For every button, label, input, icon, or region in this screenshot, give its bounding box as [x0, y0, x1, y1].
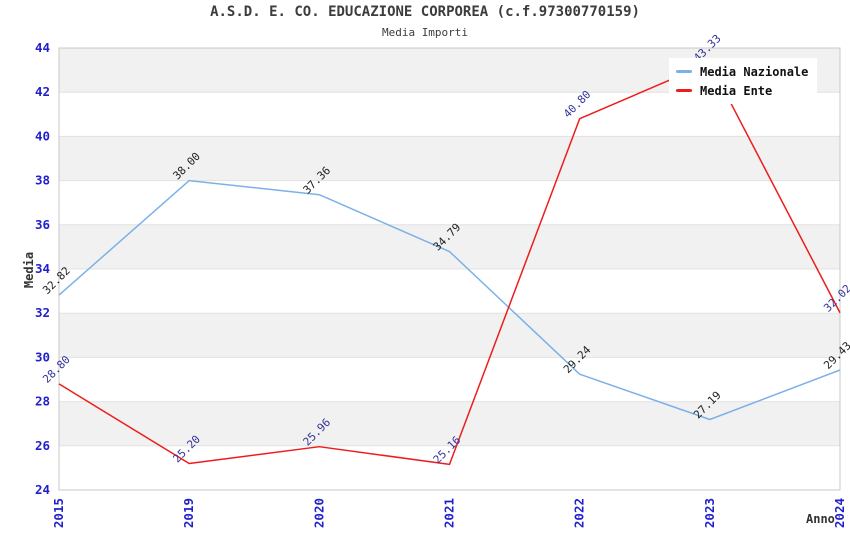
y-tick-label: 42	[35, 84, 50, 99]
plot-band	[59, 401, 840, 446]
legend-line-swatch-icon	[676, 70, 692, 73]
y-tick-label: 24	[35, 482, 50, 497]
legend-label: Media Ente	[700, 83, 773, 98]
plot-border	[58, 47, 841, 491]
plot-band	[59, 136, 840, 181]
y-tick-label: 32	[35, 305, 50, 320]
x-tick-label: 2024	[832, 498, 847, 528]
plot-band	[59, 313, 840, 358]
x-tick-label: 2020	[311, 498, 326, 528]
chart-title: A.S.D. E. CO. EDUCAZIONE CORPOREA (c.f.9…	[210, 4, 640, 20]
x-tick-label: 2023	[702, 498, 717, 528]
x-tick-label: 2019	[181, 498, 196, 528]
x-tick-label: 2015	[51, 498, 66, 528]
x-tick-label: 2021	[442, 498, 457, 528]
y-tick-label: 30	[35, 349, 50, 364]
legend-label: Media Nazionale	[700, 64, 809, 79]
plot-band	[59, 224, 840, 269]
series-line-0	[58, 179, 841, 421]
legend-item-media-nazionale[interactable]: Media Nazionale	[676, 64, 808, 79]
x-tick-label: 2022	[572, 498, 587, 528]
legend-item-media-ente[interactable]: Media Ente	[676, 83, 808, 98]
y-tick-label: 40	[35, 128, 50, 143]
chart-subtitle: Media Importi	[381, 26, 469, 39]
x-axis-title: Anno	[806, 512, 835, 526]
legend: Media Nazionale Media Ente	[669, 58, 818, 104]
point-label: 32.02	[821, 282, 850, 315]
y-tick-label: 28	[35, 394, 50, 409]
y-tick-label: 34	[35, 261, 50, 276]
legend-line-swatch-icon	[676, 89, 692, 92]
y-tick-label: 44	[35, 40, 50, 55]
y-tick-label: 38	[35, 173, 50, 188]
y-axis-title: Media	[22, 251, 36, 289]
y-tick-label: 26	[35, 438, 50, 453]
y-tick-label: 36	[35, 217, 50, 232]
